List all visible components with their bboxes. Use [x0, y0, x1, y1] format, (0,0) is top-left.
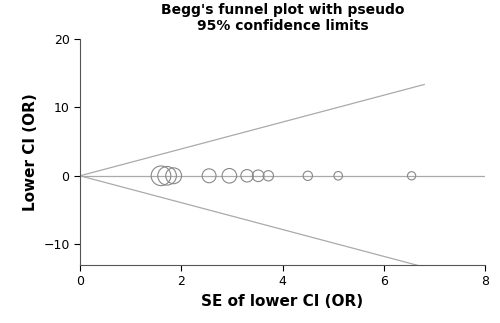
Point — [334, 173, 342, 178]
Point — [408, 173, 416, 178]
Y-axis label: Lower CI (OR): Lower CI (OR) — [22, 93, 38, 211]
Point — [163, 173, 171, 178]
X-axis label: SE of lower CI (OR): SE of lower CI (OR) — [202, 294, 364, 309]
Point — [226, 173, 234, 178]
Point — [254, 173, 262, 178]
Point — [157, 173, 165, 178]
Point — [170, 173, 177, 178]
Point — [205, 173, 213, 178]
Point — [243, 173, 251, 178]
Point — [264, 173, 272, 178]
Point — [304, 173, 312, 178]
Title: Begg's funnel plot with pseudo
95% confidence limits: Begg's funnel plot with pseudo 95% confi… — [161, 3, 404, 33]
